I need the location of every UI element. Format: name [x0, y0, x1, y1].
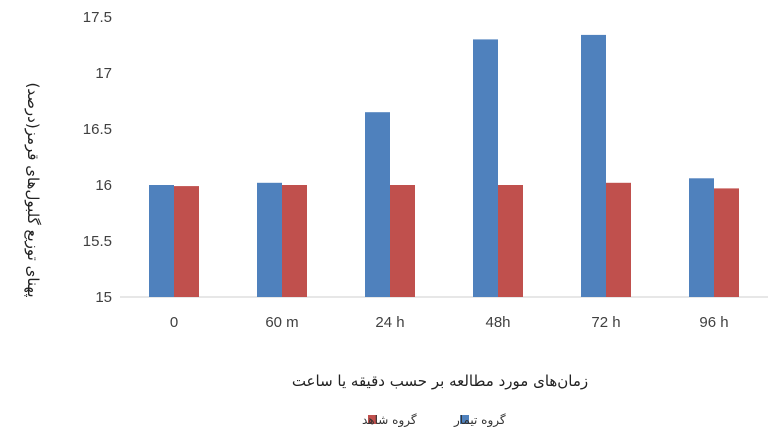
y-axis-ticks: 15 15.5 16 16.5 17 17.5: [83, 9, 112, 306]
bar-series-1-2: [365, 112, 390, 297]
bar-series-1-1: [257, 182, 282, 297]
legend-swatch-2: [368, 415, 377, 424]
bar-series-1-0: [149, 185, 174, 297]
x-tick-label: 24 h: [375, 314, 404, 331]
bar-series-1-4: [581, 34, 606, 298]
y-tick-label: 17.5: [83, 9, 112, 26]
x-axis-label: زمان‌های مورد مطالعه بر حسب دقیقه یا ساع…: [292, 372, 588, 390]
legend-label-2: گروه شاهد: [362, 413, 417, 428]
x-tick-label: 96 h: [699, 314, 728, 331]
bar-series-2-3: [498, 185, 523, 297]
bar-series-1-5: [689, 178, 714, 297]
y-tick-label: 16.5: [83, 121, 112, 138]
x-axis-ticks: 0 60 m 24 h 48h 72 h 96 h: [170, 314, 729, 331]
y-tick-label: 15.5: [83, 233, 112, 250]
legend-label-1: گروه تیمار: [453, 413, 506, 428]
x-tick-label: 60 m: [265, 314, 298, 331]
x-tick-label: 0: [170, 314, 178, 331]
bar-series-2-0: [174, 186, 199, 297]
legend-swatch-1: [460, 415, 469, 424]
y-axis-label: پهنای توزیع گلبول‌های قرمز(درصد): [23, 82, 42, 297]
y-tick-label: 16: [95, 177, 112, 194]
x-tick-label: 48h: [485, 314, 510, 331]
bar-series-2-1: [282, 185, 307, 297]
bar-series-2-4: [606, 182, 631, 297]
bar-series-2-2: [390, 185, 415, 297]
bars: [149, 34, 739, 298]
y-tick-label: 15: [95, 289, 112, 306]
legend: گروه تیمار گروه شاهد: [362, 413, 506, 428]
bar-series-1-3: [473, 39, 498, 298]
bar-series-2-5: [714, 188, 739, 297]
y-tick-label: 17: [95, 65, 112, 82]
x-tick-label: 72 h: [591, 314, 620, 331]
